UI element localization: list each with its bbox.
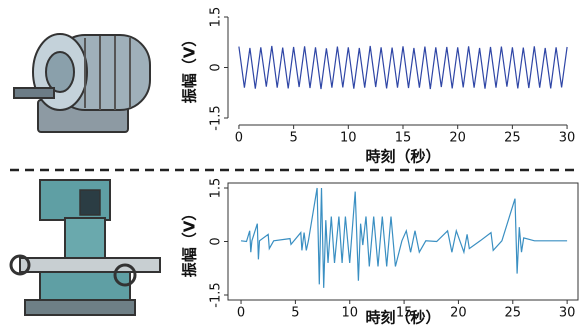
x-axis-title: 時刻（秒） [365,309,440,325]
y-tick-label: -1.5 [209,282,224,307]
x-tick-label: 5 [289,131,297,146]
y-tick-label: 1.5 [209,7,224,28]
x-tick-label: 0 [235,131,243,146]
x-axis-title: 時刻（秒） [365,148,440,166]
x-tick-label: 15 [395,131,412,146]
y-axis-title: 振幅（V） [181,32,199,104]
y-tick-label: 1.5 [209,178,224,199]
milling-machine-illustration [11,180,160,315]
motor-illustration [14,34,150,132]
y-tick-label: -1.5 [209,105,224,130]
x-tick-label: 20 [449,131,466,146]
y-tick-label: 0 [209,237,224,245]
x-tick-label: 0 [237,306,245,321]
y-tick-label: 0 [209,63,224,71]
x-tick-label: 25 [505,306,522,321]
x-tick-label: 10 [340,131,357,146]
signal-line [241,188,567,288]
x-tick-label: 30 [559,131,576,146]
signal-line [239,46,567,89]
figure: -1.5 0 1.5 0 5 10 15 20 25 30 時刻（秒） 振幅（V） -1.5 0 1.5 0 5… [0,0,582,325]
y-axis-title: 振幅（V） [181,206,199,278]
x-tick-label: 5 [291,306,299,321]
x-tick-label: 30 [559,306,576,321]
x-tick-label: 25 [504,131,521,146]
x-tick-label: 20 [450,306,467,321]
plot-frame [228,183,578,300]
x-tick-label: 10 [341,306,358,321]
